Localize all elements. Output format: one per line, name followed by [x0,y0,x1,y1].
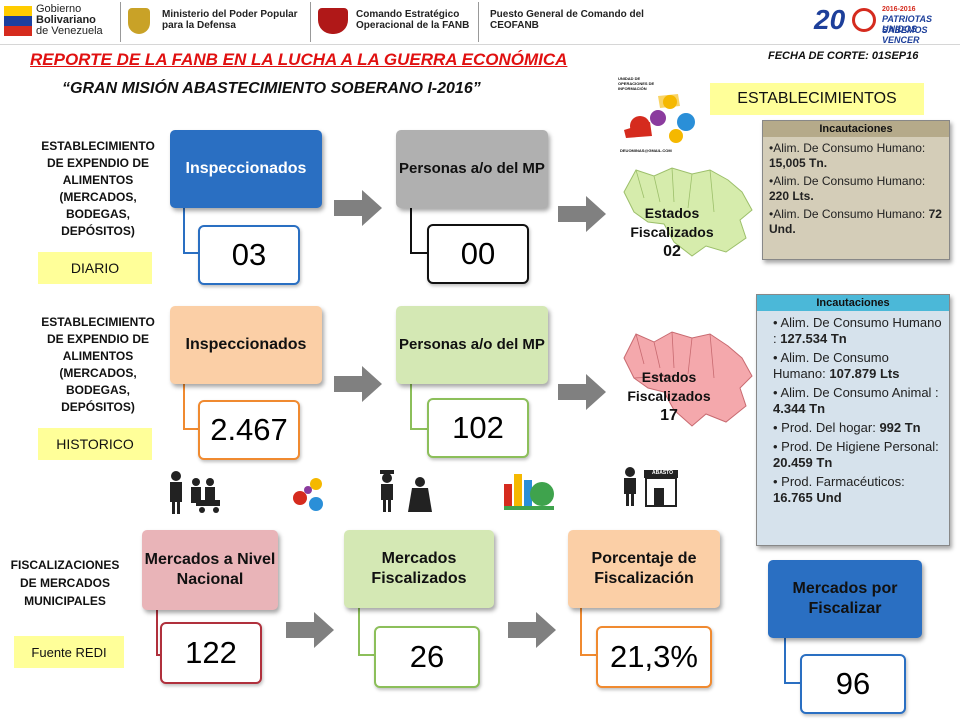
unit-operations-logo: UNIDAD DE OPERACIONES DE INFORMACIÓN DEU… [618,76,706,156]
establecimientos-label: ESTABLECIMIENTOS [710,83,924,115]
diario-tag: DIARIO [38,252,152,284]
mercados-por-fiscalizar-value: 96 [800,654,906,714]
inspector-person-icon [380,470,432,512]
mercados-por-fiscalizar-box: Mercados por Fiscalizar [768,560,922,638]
store-sign-text: ABASTO [652,470,674,476]
row1-side-label: ESTABLECIMIENTO DE EXPENDIO DE ALIMENTOS (M… [41,139,155,238]
command-text: Comando Estratégico Operacional de la FA… [356,9,470,31]
report-title: REPORTE DE LA FANB EN LA LUCHA A LA GUER… [30,50,568,69]
estados-fiscalizados-diario: Estados Fiscalizados 02 [630,205,714,260]
ceofanb-emblem-icon [318,8,348,34]
coat-of-arms-icon [128,8,150,34]
mercados-fiscalizados-box: Mercados Fiscalizados [344,530,494,608]
personas-mp-diario-value: 00 [427,224,529,284]
personas-mp-historico-value: 102 [427,398,529,458]
header-bar: Gobierno Bolivariano de Venezuela Minist… [0,0,960,45]
estados-fiscalizados-historico: Estados Fiscalizados 17 [627,369,711,424]
personas-mp-diario-box: Personas a/o del MP [396,130,548,208]
colorful-emblem-icon [293,478,323,511]
porcentaje-fiscalizacion-value: 21,3% [596,626,712,688]
arrow-right-icon [558,196,606,232]
venezuela-flag-icon [4,6,32,36]
arrow-right-icon [558,374,606,410]
mercados-fiscalizados-value: 26 [374,626,480,688]
personas-mp-historico-box: Personas a/o del MP [396,306,548,384]
inspeccionados-diario-value: 03 [198,225,300,285]
people-shopping-icon [170,471,220,514]
post-text: Puesto General de Comando del CEOFANB [490,9,644,31]
porcentaje-fiscalizacion-box: Porcentaje de Fiscalización [568,530,720,608]
arrow-right-icon [286,612,334,648]
incautaciones-diario-panel: Incautaciones •Alim. De Consumo Humano: … [762,120,950,260]
fuente-redi-tag: Fuente REDI [14,636,124,668]
mercados-nivel-nacional-value: 122 [160,622,262,684]
arrow-right-icon [334,190,382,226]
incautaciones-historico-panel: Incautaciones • Alim. De Consumo Humano … [756,294,950,546]
inspeccionados-diario-box: Inspeccionados [170,130,322,208]
arrow-right-icon [334,366,382,402]
food-products-icon [504,474,554,510]
row3-side-label: FISCALIZACIONES DE MERCADOS MUNICIPALES [10,558,120,608]
ministry-text: Ministerio del Poder Popular para la Def… [162,9,298,31]
report-subtitle: “GRAN MISIÓN ABASTECIMIENTO SOBERANO I-2… [62,80,481,97]
cutoff-date: FECHA DE CORTE: 01SEP16 [768,50,919,62]
row2-side-label: ESTABLECIMIENTO DE EXPENDIO DE ALIMENTOS (M… [41,315,155,414]
historico-tag: HISTORICO [38,428,152,460]
arrow-right-icon [508,612,556,648]
patriotas-unidos-logo: 20 2016-2016 PATRIOTAS UNIDOS SABEMOS VE… [814,4,932,45]
mercados-nivel-nacional-box: Mercados a Nivel Nacional [142,530,278,610]
venezuela-map-green-icon [623,167,753,257]
store-inspector-icon [624,467,678,507]
gov-logo-text: Gobierno Bolivariano de Venezuela [36,3,103,37]
inspeccionados-historico-value: 2.467 [198,400,300,460]
venezuela-map-red-icon [623,331,753,427]
inspeccionados-historico-box: Inspeccionados [170,306,322,384]
